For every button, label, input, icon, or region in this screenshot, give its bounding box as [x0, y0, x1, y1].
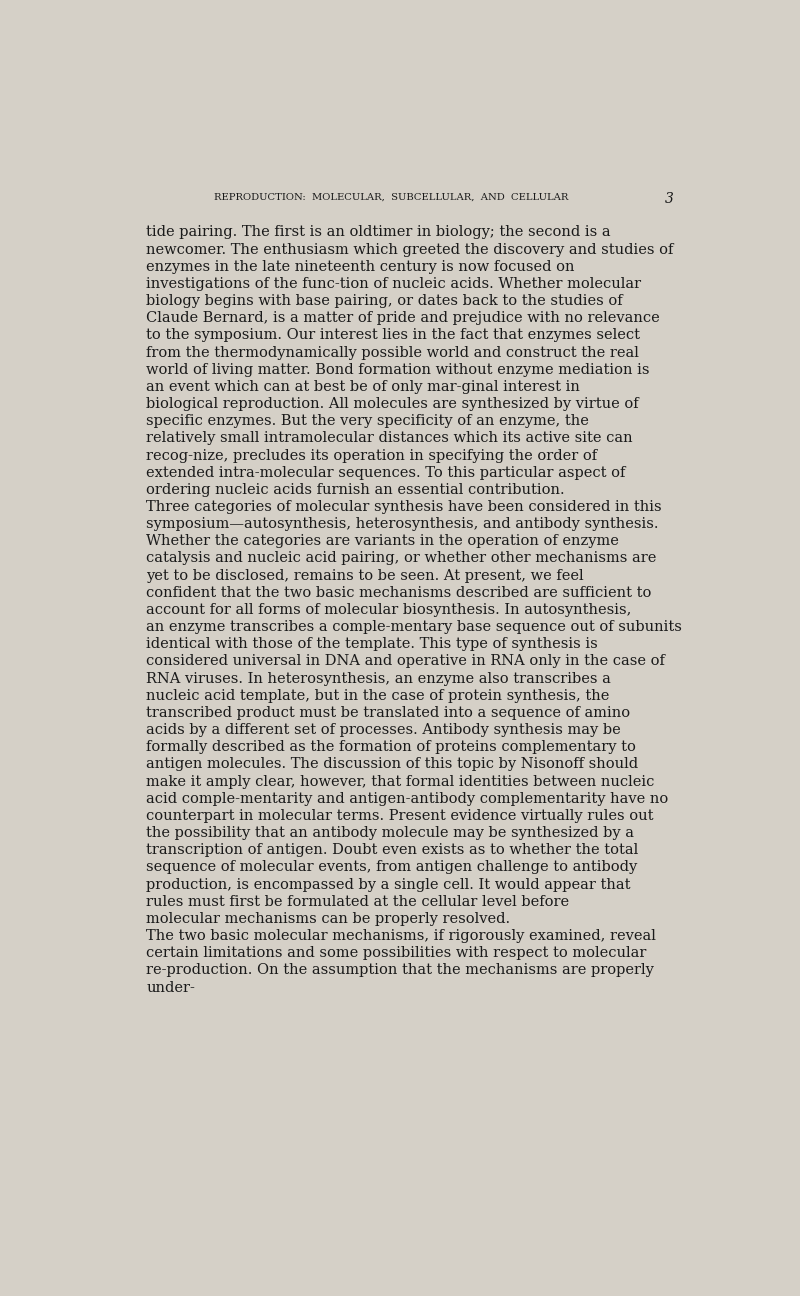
Text: world of living matter. Bond formation without enzyme mediation is: world of living matter. Bond formation w…	[146, 363, 650, 377]
Text: acid comple-mentarity and antigen-antibody complementarity have no: acid comple-mentarity and antigen-antibo…	[146, 792, 669, 806]
Text: the possibility that an antibody molecule may be synthesized by a: the possibility that an antibody molecul…	[146, 826, 634, 840]
Text: acids by a different set of processes. Antibody synthesis may be: acids by a different set of processes. A…	[146, 723, 622, 737]
Text: specific enzymes. But the very specificity of an enzyme, the: specific enzymes. But the very specifici…	[146, 415, 590, 428]
Text: The two basic molecular mechanisms, if rigorously examined, reveal: The two basic molecular mechanisms, if r…	[146, 929, 656, 943]
Text: make it amply clear, however, that formal identities between nucleic: make it amply clear, however, that forma…	[146, 775, 655, 789]
Text: re-production. On the assumption that the mechanisms are properly: re-production. On the assumption that th…	[146, 963, 654, 977]
Text: an event which can at best be of only mar-ginal interest in: an event which can at best be of only ma…	[146, 380, 580, 394]
Text: catalysis and nucleic acid pairing, or whether other mechanisms are: catalysis and nucleic acid pairing, or w…	[146, 552, 657, 565]
Text: tide pairing. The first is an oldtimer in biology; the second is a: tide pairing. The first is an oldtimer i…	[146, 226, 611, 240]
Text: ordering nucleic acids furnish an essential contribution.: ordering nucleic acids furnish an essent…	[146, 483, 565, 496]
Text: under-: under-	[146, 981, 195, 994]
Text: considered universal in DNA and operative in RNA only in the case of: considered universal in DNA and operativ…	[146, 654, 666, 669]
Text: Claude Bernard, is a matter of pride and prejudice with no relevance: Claude Bernard, is a matter of pride and…	[146, 311, 660, 325]
Text: transcription of antigen. Doubt even exists as to whether the total: transcription of antigen. Doubt even exi…	[146, 844, 638, 857]
Text: production, is encompassed by a single cell. It would appear that: production, is encompassed by a single c…	[146, 877, 631, 892]
Text: molecular mechanisms can be properly resolved.: molecular mechanisms can be properly res…	[146, 912, 510, 925]
Text: biological reproduction. All molecules are synthesized by virtue of: biological reproduction. All molecules a…	[146, 397, 639, 411]
Text: Three categories of molecular synthesis have been considered in this: Three categories of molecular synthesis …	[146, 500, 662, 515]
Text: biology begins with base pairing, or dates back to the studies of: biology begins with base pairing, or dat…	[146, 294, 623, 308]
Text: identical with those of the template. This type of synthesis is: identical with those of the template. Th…	[146, 638, 598, 652]
Text: formally described as the formation of proteins complementary to: formally described as the formation of p…	[146, 740, 636, 754]
Text: rules must first be formulated at the cellular level before: rules must first be formulated at the ce…	[146, 894, 570, 908]
Text: sequence of molecular events, from antigen challenge to antibody: sequence of molecular events, from antig…	[146, 861, 638, 875]
Text: symposium—autosynthesis, heterosynthesis, and antibody synthesis.: symposium—autosynthesis, heterosynthesis…	[146, 517, 659, 531]
Text: newcomer. The enthusiasm which greeted the discovery and studies of: newcomer. The enthusiasm which greeted t…	[146, 242, 674, 257]
Text: RNA viruses. In heterosynthesis, an enzyme also transcribes a: RNA viruses. In heterosynthesis, an enzy…	[146, 671, 611, 686]
Text: counterpart in molecular terms. Present evidence virtually rules out: counterpart in molecular terms. Present …	[146, 809, 654, 823]
Text: 3: 3	[665, 192, 674, 206]
Text: antigen molecules. The discussion of this topic by Nisonoff should: antigen molecules. The discussion of thi…	[146, 757, 638, 771]
Text: yet to be disclosed, remains to be seen. At present, we feel: yet to be disclosed, remains to be seen.…	[146, 569, 584, 583]
Text: an enzyme transcribes a comple-mentary base sequence out of subunits: an enzyme transcribes a comple-mentary b…	[146, 621, 682, 634]
Text: confident that the two basic mechanisms described are sufficient to: confident that the two basic mechanisms …	[146, 586, 652, 600]
Text: recog-nize, precludes its operation in specifying the order of: recog-nize, precludes its operation in s…	[146, 448, 598, 463]
Text: transcribed product must be translated into a sequence of amino: transcribed product must be translated i…	[146, 706, 630, 721]
Text: extended intra-molecular sequences. To this particular aspect of: extended intra-molecular sequences. To t…	[146, 465, 626, 480]
Text: certain limitations and some possibilities with respect to molecular: certain limitations and some possibiliti…	[146, 946, 647, 960]
Text: relatively small intramolecular distances which its active site can: relatively small intramolecular distance…	[146, 432, 633, 446]
Text: to the symposium. Our interest lies in the fact that enzymes select: to the symposium. Our interest lies in t…	[146, 328, 641, 342]
Text: nucleic acid template, but in the case of protein synthesis, the: nucleic acid template, but in the case o…	[146, 688, 610, 702]
Text: enzymes in the late nineteenth century is now focused on: enzymes in the late nineteenth century i…	[146, 259, 575, 273]
Text: investigations of the func-tion of nucleic acids. Whether molecular: investigations of the func-tion of nucle…	[146, 277, 642, 290]
Text: from the thermodynamically possible world and construct the real: from the thermodynamically possible worl…	[146, 346, 639, 359]
Text: account for all forms of molecular biosynthesis. In autosynthesis,: account for all forms of molecular biosy…	[146, 603, 632, 617]
Text: REPRODUCTION:  MOLECULAR,  SUBCELLULAR,  AND  CELLULAR: REPRODUCTION: MOLECULAR, SUBCELLULAR, AN…	[214, 192, 569, 201]
Text: Whether the categories are variants in the operation of enzyme: Whether the categories are variants in t…	[146, 534, 619, 548]
